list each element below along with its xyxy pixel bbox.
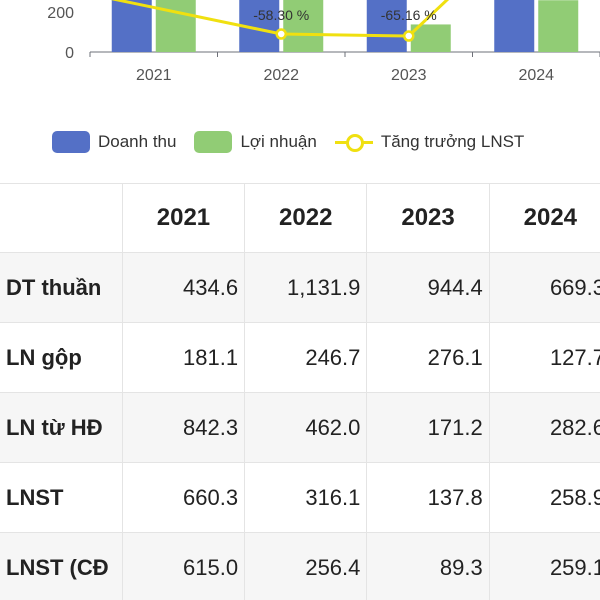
cell-value: 258.9 [488, 462, 600, 533]
legend-label-profit: Lợi nhuận [240, 132, 317, 151]
cell-value: 246.7 [244, 322, 368, 393]
column-header: 2022 [244, 183, 368, 253]
legend-item-revenue[interactable]: Doanh thu [52, 131, 176, 153]
growth-line-icon [334, 131, 373, 153]
cell-value: 89.3 [366, 532, 490, 600]
cell-value: 181.1 [121, 322, 246, 393]
bar-revenue [111, 0, 152, 52]
growth-point [275, 28, 287, 40]
cell-value: 1,131.9 [244, 252, 368, 323]
y-tick-label: 200 [47, 5, 74, 22]
table-row: LNST 660.3 316.1 137.8 258.9 [0, 462, 600, 533]
profit-swatch-icon [194, 131, 233, 153]
header-corner [0, 183, 123, 253]
cell-value: 434.6 [121, 252, 246, 323]
x-tick-label: 2021 [136, 67, 172, 84]
column-header: 2023 [366, 183, 490, 253]
cell-value: 842.3 [121, 392, 246, 463]
y-tick-label: 0 [65, 45, 74, 62]
cell-value: 256.4 [244, 532, 368, 600]
bar-revenue [494, 0, 535, 52]
cell-value: 276.1 [366, 322, 490, 393]
legend-item-growth[interactable]: Tăng trưởng LNST [334, 131, 525, 153]
legend-label-revenue: Doanh thu [98, 132, 177, 151]
cell-value: 944.4 [366, 252, 490, 323]
x-tick-label: 2023 [391, 67, 427, 84]
bar-profit [538, 0, 579, 52]
table-row: LNST (CĐ 615.0 256.4 89.3 259.1 [0, 532, 600, 600]
growth-point-label: -65.16 % [381, 7, 437, 23]
cell-value: 615.0 [121, 532, 246, 600]
row-label: LN gộp [0, 322, 123, 393]
financial-table: 2021 2022 2023 2024 DT thuần 434.6 1,131… [0, 183, 600, 600]
growth-line [110, 0, 450, 38]
cell-value: 316.1 [244, 462, 368, 533]
growth-point [403, 30, 415, 42]
chart-legend: Doanh thu Lợi nhuận Tăng trưởng LNST [52, 128, 600, 156]
row-label: DT thuần [0, 252, 123, 323]
chart-svg: 200 0 2021 2022 2023 2024 -58.30 % -65.16 % [47, 0, 600, 84]
cell-value: 660.3 [121, 462, 246, 533]
row-label: LNST [0, 462, 123, 533]
table-row: DT thuần 434.6 1,131.9 944.4 669.3 [0, 252, 600, 323]
bar-revenue [366, 0, 407, 52]
combo-chart: 200 0 2021 2022 2023 2024 -58.30 % -65.16 % [0, 0, 600, 115]
row-label: LNST (CĐ [0, 532, 123, 600]
revenue-swatch-icon [52, 131, 90, 153]
growth-point-label: -58.30 % [253, 7, 309, 23]
legend-item-profit[interactable]: Lợi nhuận [194, 131, 317, 153]
cell-value: 462.0 [244, 392, 368, 463]
column-header: 2024 [488, 183, 600, 253]
table-row: LN gộp 181.1 246.7 276.1 127.7 [0, 322, 600, 393]
column-header: 2021 [121, 183, 246, 253]
table-row: LN từ HĐ 842.3 462.0 171.2 282.6 [0, 392, 600, 463]
table-header-row: 2021 2022 2023 2024 [0, 183, 600, 253]
cell-value: 127.7 [488, 322, 600, 393]
cell-value: 171.2 [366, 392, 490, 463]
bar-profit [283, 0, 324, 53]
cell-value: 137.8 [366, 462, 490, 533]
x-tick-label: 2024 [518, 67, 554, 84]
row-label: LN từ HĐ [0, 392, 123, 463]
cell-value: 282.6 [488, 392, 600, 463]
x-tick-label: 2022 [263, 67, 299, 84]
cell-value: 669.3 [488, 252, 600, 323]
cell-value: 259.1 [488, 532, 600, 600]
legend-label-growth: Tăng trưởng LNST [380, 132, 525, 151]
